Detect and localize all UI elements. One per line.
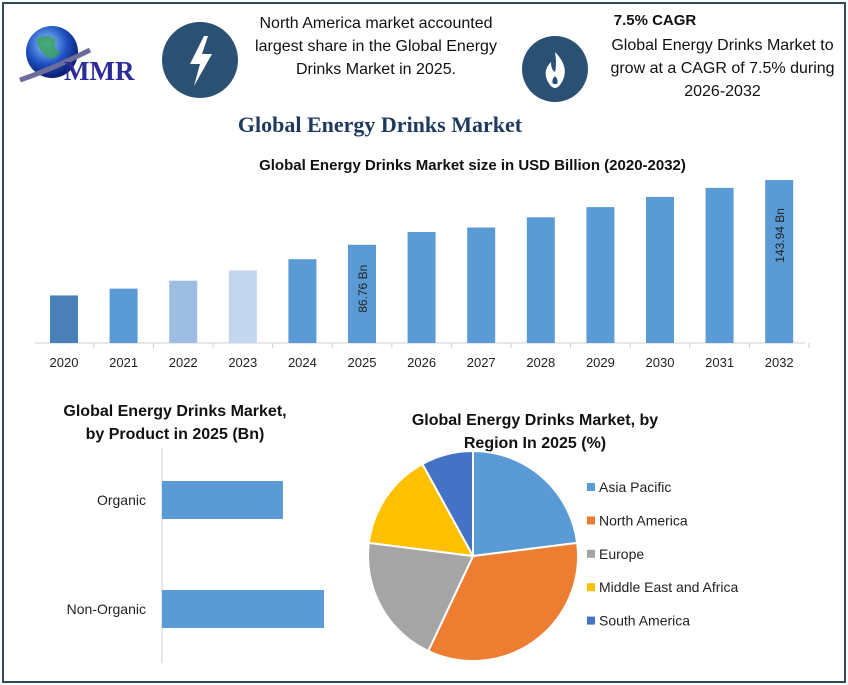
flame-icon xyxy=(522,36,588,102)
x-tick-label: 2030 xyxy=(646,355,675,370)
bar-2030 xyxy=(646,196,674,343)
legend-label: Asia Pacific xyxy=(599,479,671,495)
x-tick-label: 2020 xyxy=(50,355,79,370)
cagr-text: Global Energy Drinks Market to grow at a… xyxy=(610,37,835,100)
legend-label: North America xyxy=(599,512,688,528)
pie-slice-europe xyxy=(367,541,475,653)
pie-chart-title: Global Energy Drinks Market, by Region I… xyxy=(411,412,659,452)
logo-text: MMR xyxy=(64,56,135,86)
bar-2025 xyxy=(348,244,376,343)
bar-2023 xyxy=(228,270,257,343)
pie-slice-middle-east-and-africa xyxy=(367,462,475,558)
bar-2021 xyxy=(109,288,138,343)
legend-swatch xyxy=(587,616,595,625)
main-title: Global Energy Drinks Market xyxy=(237,112,523,137)
x-tick-label: 2025 xyxy=(348,355,377,370)
x-tick-label: 2022 xyxy=(169,355,198,370)
x-tick-label: 2032 xyxy=(765,355,794,370)
legend-swatch xyxy=(587,483,595,491)
data-label-2025: 86.76 Bn xyxy=(356,265,370,313)
data-label-2032: 143.94 Bn xyxy=(773,208,787,263)
bar-2028 xyxy=(526,217,555,343)
product-bar-chart: Organic Non-Organic xyxy=(67,448,324,663)
bar-2032 xyxy=(765,180,794,343)
x-tick-label: 2023 xyxy=(228,355,257,370)
region-pie-chart: Asia Pacific North America Europe Middle Ea… xyxy=(367,449,739,662)
legend-swatch xyxy=(587,549,595,558)
bar-organic xyxy=(162,481,283,519)
bar-2024 xyxy=(288,259,317,343)
cagr-heading: 7.5% CAGR xyxy=(613,12,697,29)
bar-2022 xyxy=(169,280,198,343)
x-tick-label: 2026 xyxy=(407,355,436,370)
x-tick-label: 2027 xyxy=(467,355,496,370)
x-tick-label: 2029 xyxy=(586,355,615,370)
market-size-bar-chart: 2020 2021 2022 2023 2024 2025 86.76 Bn 2026 2027… xyxy=(35,180,810,370)
bar-chart-title: Global Energy Drinks Market size in USD … xyxy=(259,157,686,174)
mmr-logo: MMR xyxy=(14,20,159,90)
bar-2027 xyxy=(467,227,496,343)
bar-non-organic xyxy=(162,590,324,628)
legend-swatch xyxy=(587,583,595,592)
bar-2029 xyxy=(586,207,615,343)
x-tick-label: 2028 xyxy=(526,355,555,370)
legend-label: Europe xyxy=(599,546,644,562)
lightning-bolt-icon xyxy=(162,22,238,98)
pie-slice-asia-pacific xyxy=(472,449,579,558)
bar-2026 xyxy=(407,232,436,343)
bar-2031 xyxy=(705,187,734,343)
bar-2020 xyxy=(50,295,78,343)
globe-icon xyxy=(19,26,92,83)
x-tick-label: 2031 xyxy=(705,355,734,370)
category-label: Non-Organic xyxy=(67,601,146,617)
legend-label: Middle East and Africa xyxy=(599,579,739,595)
product-chart-title: Global Energy Drinks Market, by Product … xyxy=(63,403,287,443)
north-america-share-text: North America market accounted largest s… xyxy=(255,15,497,78)
x-tick-label: 2021 xyxy=(109,355,138,370)
legend-swatch xyxy=(587,516,595,525)
category-label: Organic xyxy=(97,492,146,508)
x-tick-label: 2024 xyxy=(288,355,317,370)
pie-slice-south-america xyxy=(421,449,474,557)
legend-label: South America xyxy=(599,613,690,629)
